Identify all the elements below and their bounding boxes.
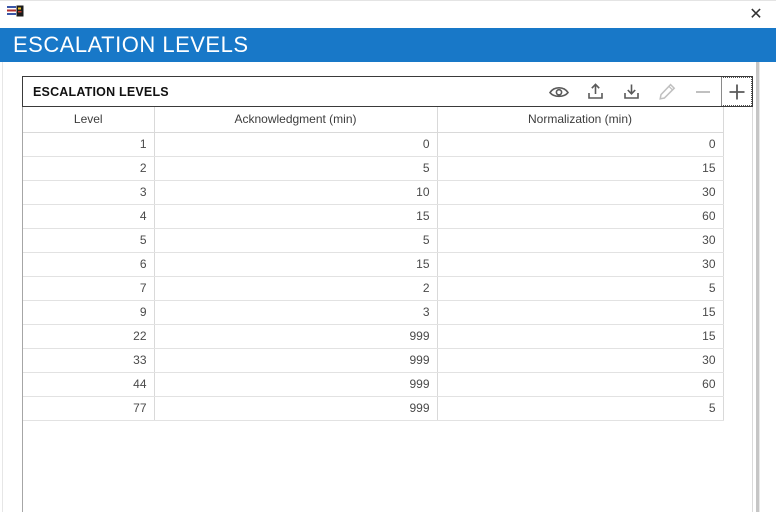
cell-normalization: 30 — [436, 180, 724, 205]
cell-level: 33 — [23, 348, 154, 373]
table-row[interactable]: 44 999 60 — [23, 372, 724, 397]
upload-icon — [587, 83, 603, 99]
titlebar: ✕ — [0, 1, 776, 28]
cell-level: 6 — [23, 252, 154, 277]
cell-acknowledgment: 999 — [153, 372, 437, 397]
panel-header: ESCALATION LEVELS — [22, 76, 753, 107]
table-body: 1 0 0 2 5 15 3 10 30 4 15 60 5 5 30 6 15 30 7 2 5 9 3 15 22 999 15… — [23, 132, 724, 421]
column-header-acknowledgment: Acknowledgment (min) — [153, 107, 437, 133]
page-title-banner: ESCALATION LEVELS — [0, 28, 776, 62]
page-title: ESCALATION LEVELS — [13, 32, 249, 57]
table-row[interactable]: 4 15 60 — [23, 204, 724, 229]
download-icon — [623, 84, 639, 99]
add-button[interactable] — [721, 77, 752, 106]
cell-acknowledgment: 999 — [153, 348, 437, 373]
cell-level: 3 — [23, 180, 154, 205]
table-row[interactable]: 77 999 5 — [23, 396, 724, 421]
table-row[interactable]: 33 999 30 — [23, 348, 724, 373]
plus-icon — [729, 84, 744, 99]
view-button[interactable] — [541, 77, 577, 106]
table-row[interactable]: 5 5 30 — [23, 228, 724, 253]
cell-level: 1 — [23, 132, 154, 157]
app-icon — [7, 5, 24, 17]
cell-normalization: 30 — [436, 348, 724, 373]
cell-acknowledgment: 10 — [153, 180, 437, 205]
cell-acknowledgment: 0 — [153, 132, 437, 157]
window-right-edge — [756, 62, 760, 512]
table-header-row: Level Acknowledgment (min) Normalization… — [23, 107, 724, 133]
eye-icon — [549, 86, 569, 97]
escalation-levels-panel: ESCALATION LEVELS — [22, 76, 753, 512]
cell-level: 22 — [23, 324, 154, 349]
cell-acknowledgment: 999 — [153, 396, 437, 421]
column-header-level: Level — [23, 107, 154, 133]
table-row[interactable]: 2 5 15 — [23, 156, 724, 181]
table-row[interactable]: 3 10 30 — [23, 180, 724, 205]
cell-level: 4 — [23, 204, 154, 229]
cell-normalization: 5 — [436, 396, 724, 421]
export-button[interactable] — [613, 77, 649, 106]
cell-normalization: 30 — [436, 252, 724, 277]
cell-normalization: 30 — [436, 228, 724, 253]
escalation-levels-table: Level Acknowledgment (min) Normalization… — [23, 107, 724, 421]
table-row[interactable]: 6 15 30 — [23, 252, 724, 277]
panel-toolbar — [541, 77, 752, 106]
remove-button[interactable] — [685, 77, 721, 106]
cell-acknowledgment: 999 — [153, 324, 437, 349]
cell-normalization: 5 — [436, 276, 724, 301]
cell-normalization: 60 — [436, 204, 724, 229]
window-left-edge — [2, 62, 3, 512]
cell-level: 2 — [23, 156, 154, 181]
cell-normalization: 15 — [436, 324, 724, 349]
cell-level: 77 — [23, 396, 154, 421]
table-row[interactable]: 22 999 15 — [23, 324, 724, 349]
cell-normalization: 15 — [436, 300, 724, 325]
minus-icon — [696, 90, 710, 93]
cell-acknowledgment: 15 — [153, 252, 437, 277]
close-button[interactable]: ✕ — [749, 6, 763, 23]
cell-level: 7 — [23, 276, 154, 301]
column-header-normalization: Normalization (min) — [436, 107, 724, 133]
cell-level: 9 — [23, 300, 154, 325]
panel-title: ESCALATION LEVELS — [33, 84, 169, 99]
cell-acknowledgment: 5 — [153, 156, 437, 181]
cell-level: 5 — [23, 228, 154, 253]
import-button[interactable] — [577, 77, 613, 106]
cell-acknowledgment: 5 — [153, 228, 437, 253]
edit-button[interactable] — [649, 77, 685, 106]
cell-normalization: 60 — [436, 372, 724, 397]
cell-level: 44 — [23, 372, 154, 397]
cell-normalization: 0 — [436, 132, 724, 157]
pencil-icon — [658, 83, 675, 100]
cell-acknowledgment: 15 — [153, 204, 437, 229]
cell-normalization: 15 — [436, 156, 724, 181]
cell-acknowledgment: 2 — [153, 276, 437, 301]
cell-acknowledgment: 3 — [153, 300, 437, 325]
table-row[interactable]: 9 3 15 — [23, 300, 724, 325]
